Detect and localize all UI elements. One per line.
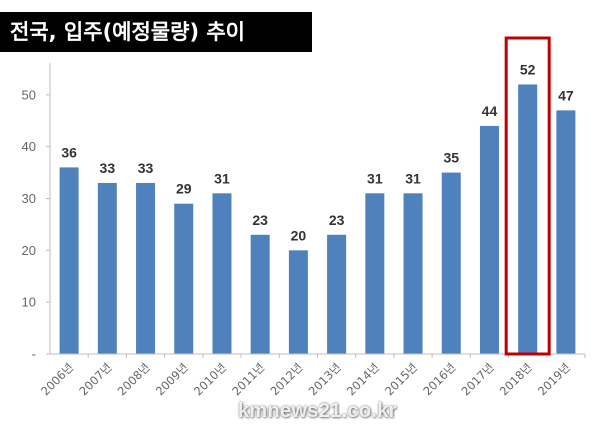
highlight-box: [504, 36, 551, 356]
watermark: kmnews21.co.kr: [238, 400, 397, 422]
data-label: 23: [252, 212, 268, 228]
x-tick-label: 2016년: [420, 360, 458, 398]
data-label: 44: [482, 103, 498, 119]
x-tick-label: 2018년: [497, 360, 535, 398]
bar-2008년: [136, 182, 156, 354]
x-tick-label: 2009년: [153, 360, 191, 398]
chart-title: 전국, 입주(예정물량) 추이: [0, 12, 312, 52]
x-tick-label: 2010년: [191, 360, 229, 398]
y-tick-label: 10: [22, 295, 36, 310]
bar-2019년: [556, 110, 576, 354]
x-tick-label: 2014년: [344, 360, 382, 398]
data-label: 52: [520, 61, 536, 77]
x-tick-label: 2019년: [535, 360, 573, 398]
bar-series: [59, 84, 576, 354]
data-label: 29: [176, 181, 192, 197]
data-label: 47: [558, 87, 574, 103]
y-tick-label: 20: [22, 243, 36, 258]
y-tick-label: 50: [22, 87, 36, 102]
bar-2009년: [174, 203, 194, 354]
data-label: 36: [61, 144, 77, 160]
data-label: 23: [329, 212, 345, 228]
data-label: 31: [214, 170, 230, 186]
bar-2006년: [59, 167, 79, 354]
data-label: 35: [443, 150, 459, 166]
y-tick-label: -: [32, 347, 36, 362]
data-labels: 36 33 33 29 31 23 20 23 31 31 35 44 52 47: [61, 61, 574, 243]
bar-2017년: [479, 125, 499, 354]
bar-2010년: [212, 193, 232, 354]
x-tick-label: 2012년: [267, 360, 305, 398]
x-tick-label: 2013년: [306, 360, 344, 398]
x-tick-label: 2006년: [38, 360, 76, 398]
x-tick-label: 2011년: [229, 360, 267, 398]
x-tick-label: 2007년: [76, 360, 114, 398]
bar-2012년: [288, 250, 308, 354]
data-label: 20: [291, 227, 307, 243]
bar-2015년: [403, 193, 423, 354]
bar-2007년: [97, 182, 117, 354]
bar-2011년: [250, 234, 270, 354]
y-tick-label: 30: [22, 191, 36, 206]
data-label: 31: [405, 170, 421, 186]
x-tick-label: 2017년: [459, 360, 497, 398]
bar-2016년: [441, 172, 461, 354]
x-tick-label: 2015년: [382, 360, 420, 398]
y-axis: - 10 20 30 40 50: [22, 63, 51, 362]
bar-2013년: [327, 234, 347, 354]
bar-2014년: [365, 193, 385, 354]
x-tick-label: 2008년: [115, 360, 153, 398]
highlight-group: [504, 36, 551, 356]
data-label: 33: [138, 160, 154, 176]
data-label: 33: [100, 160, 116, 176]
bar-2018년: [518, 84, 538, 354]
x-axis: 2006년 2007년 2008년 2009년 2010년 2011년 2012년 2013년…: [38, 353, 586, 398]
data-label: 31: [367, 170, 383, 186]
y-tick-label: 40: [22, 139, 36, 154]
